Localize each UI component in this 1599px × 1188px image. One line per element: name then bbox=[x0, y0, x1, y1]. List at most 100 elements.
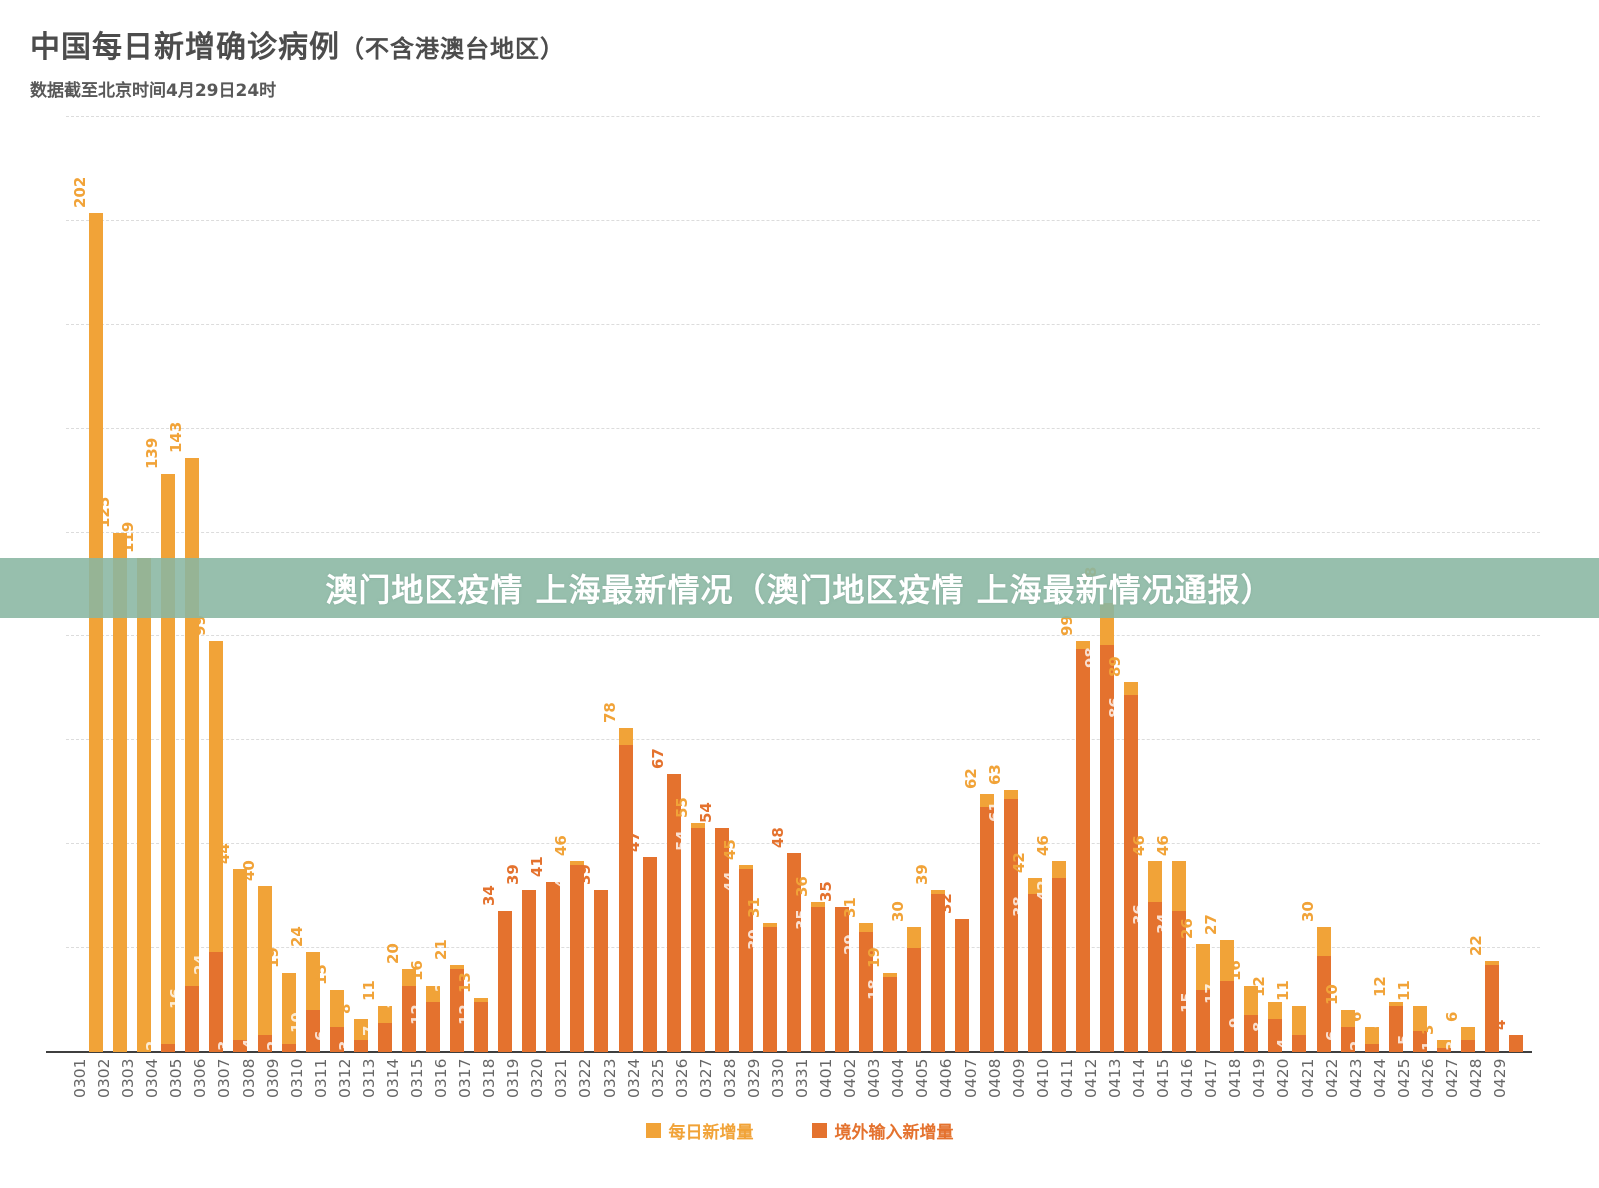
bar-value-label: 125 bbox=[95, 496, 114, 528]
x-axis-label: 0427 bbox=[1442, 1058, 1461, 1098]
bar-imported-value-label: 16 bbox=[383, 987, 402, 1009]
x-axis-label: 0320 bbox=[528, 1058, 547, 1098]
bar-imported-value-label: 29 bbox=[841, 933, 860, 955]
x-axis-label: 0316 bbox=[432, 1058, 450, 1098]
x-axis-line bbox=[46, 1051, 1532, 1053]
bar-value-label: 11 bbox=[1394, 980, 1413, 1002]
bar-daily-total bbox=[1003, 790, 1018, 1052]
x-axis-label: 0304 bbox=[143, 1058, 162, 1098]
x-axis-label: 0322 bbox=[576, 1058, 595, 1098]
bar-value-label: 26 bbox=[1178, 918, 1197, 939]
bar-imported bbox=[401, 985, 416, 1052]
bar-daily-total bbox=[787, 852, 801, 1052]
bar-imported bbox=[1027, 894, 1042, 1052]
bar-imported bbox=[1484, 964, 1499, 1052]
bar-imported-value-label: 6 bbox=[311, 1030, 330, 1041]
bar-imported-value-label: 35 bbox=[793, 908, 811, 930]
bar-imported bbox=[859, 931, 874, 1052]
bar-daily-total bbox=[401, 968, 416, 1052]
bar-daily-total bbox=[1244, 985, 1259, 1052]
bar-daily-total bbox=[1148, 860, 1162, 1052]
bar-daily-total bbox=[257, 885, 272, 1052]
x-axis-label: 0417 bbox=[1202, 1058, 1221, 1098]
bar-daily-total bbox=[835, 906, 850, 1052]
bar-imported-value-label: 36 bbox=[1130, 904, 1148, 926]
bar-imported bbox=[1388, 1006, 1403, 1052]
legend-label-imported: 境外输入新增量 bbox=[834, 1123, 954, 1143]
bar-imported bbox=[1148, 902, 1162, 1052]
bar-imported-value-label: 12 bbox=[456, 1004, 475, 1026]
bar-imported-value-label: 21 bbox=[1466, 966, 1485, 988]
gridline bbox=[66, 323, 1540, 325]
bar-imported bbox=[1196, 989, 1211, 1052]
bar-value-label: 78 bbox=[600, 702, 619, 723]
gridline bbox=[66, 947, 1540, 949]
bar-imported bbox=[835, 906, 850, 1052]
bar-imported-value-label: 45 bbox=[552, 867, 571, 888]
bar-imported-value-label: 25 bbox=[889, 950, 908, 972]
bar-imported-value-label: 4 bbox=[239, 1038, 258, 1049]
x-axis-label: 0424 bbox=[1370, 1058, 1389, 1098]
bar-imported bbox=[1436, 1047, 1451, 1052]
bar-imported-value-label: 61 bbox=[985, 800, 1004, 822]
x-axis-label: 0428 bbox=[1466, 1058, 1485, 1098]
bar-daily-total bbox=[1123, 682, 1138, 1052]
bar-imported-value-label: 23 bbox=[1298, 958, 1317, 980]
x-axis-label: 0418 bbox=[1226, 1058, 1245, 1098]
bar-daily-total bbox=[1292, 1006, 1307, 1052]
bar-daily-total bbox=[209, 640, 224, 1052]
x-axis-label: 0414 bbox=[1130, 1058, 1148, 1098]
x-axis-label: 0409 bbox=[1009, 1058, 1028, 1098]
x-axis-label: 0415 bbox=[1154, 1058, 1173, 1098]
x-axis-label: 0326 bbox=[672, 1058, 691, 1098]
bar-daily-total bbox=[1172, 860, 1187, 1052]
bar-imported bbox=[1412, 1031, 1427, 1052]
legend-swatch-imported-icon bbox=[811, 1123, 827, 1138]
bar-value-label: 42 bbox=[1009, 851, 1028, 873]
bar-imported bbox=[642, 856, 657, 1052]
bar-value-label: 143 bbox=[167, 421, 186, 453]
bar-imported-value-label: 2 bbox=[263, 1040, 282, 1051]
bar-daily-total bbox=[690, 823, 705, 1052]
bar-imported-value-label: 3 bbox=[215, 1040, 234, 1051]
bar-value-label: 47 bbox=[624, 830, 643, 852]
x-axis-label: 0405 bbox=[913, 1058, 932, 1098]
bar-imported bbox=[570, 865, 585, 1052]
bar-daily-total bbox=[1027, 877, 1042, 1052]
gridline bbox=[66, 739, 1540, 741]
bar-daily-total bbox=[570, 860, 585, 1052]
x-axis-label: 0313 bbox=[359, 1058, 378, 1098]
bar-daily-total bbox=[305, 952, 320, 1052]
bar-daily-total bbox=[1460, 1027, 1475, 1052]
bar-imported bbox=[209, 952, 224, 1052]
legend: 每日新增量 境外输入新增量 bbox=[0, 1118, 1599, 1143]
bar-value-label: 39 bbox=[913, 864, 932, 885]
x-axis-label: 0329 bbox=[744, 1058, 763, 1098]
x-axis-label: 0420 bbox=[1274, 1058, 1293, 1098]
chart-title-note: （不含港澳台地区） bbox=[340, 35, 565, 63]
bar-daily-total bbox=[642, 856, 657, 1052]
bar-imported-value-label: 6 bbox=[1322, 1030, 1341, 1041]
bar-imported bbox=[1075, 648, 1090, 1052]
bar-imported bbox=[1292, 1035, 1307, 1052]
x-axis-label: 0312 bbox=[335, 1058, 354, 1098]
bar-value-label: 8 bbox=[335, 1003, 354, 1014]
x-axis-label: 0407 bbox=[961, 1058, 980, 1098]
bar-imported-value-label: 3 bbox=[1442, 1040, 1461, 1051]
bar-imported bbox=[787, 852, 801, 1052]
bar-imported bbox=[1244, 1014, 1259, 1052]
bar-imported-value-label: 3 bbox=[335, 1040, 354, 1051]
overlay-banner-text: 澳门地区疫情 上海最新情况（澳门地区疫情 上海最新情况通报） bbox=[325, 571, 1274, 609]
bar-value-label: 16 bbox=[408, 959, 426, 981]
x-axis-label: 0429 bbox=[1491, 1058, 1509, 1098]
x-axis-label: 0303 bbox=[119, 1058, 138, 1098]
bar-imported bbox=[738, 869, 753, 1052]
bar-imported bbox=[618, 744, 633, 1052]
gridline bbox=[66, 635, 1540, 637]
bar-value-label: 48 bbox=[769, 826, 787, 848]
bar-daily-total bbox=[907, 927, 922, 1052]
bar-imported bbox=[161, 1043, 176, 1052]
bar-value-label: 30 bbox=[889, 901, 908, 923]
bar-imported-value-label: 98 bbox=[1081, 646, 1100, 668]
x-axis-label: 0426 bbox=[1418, 1058, 1437, 1098]
